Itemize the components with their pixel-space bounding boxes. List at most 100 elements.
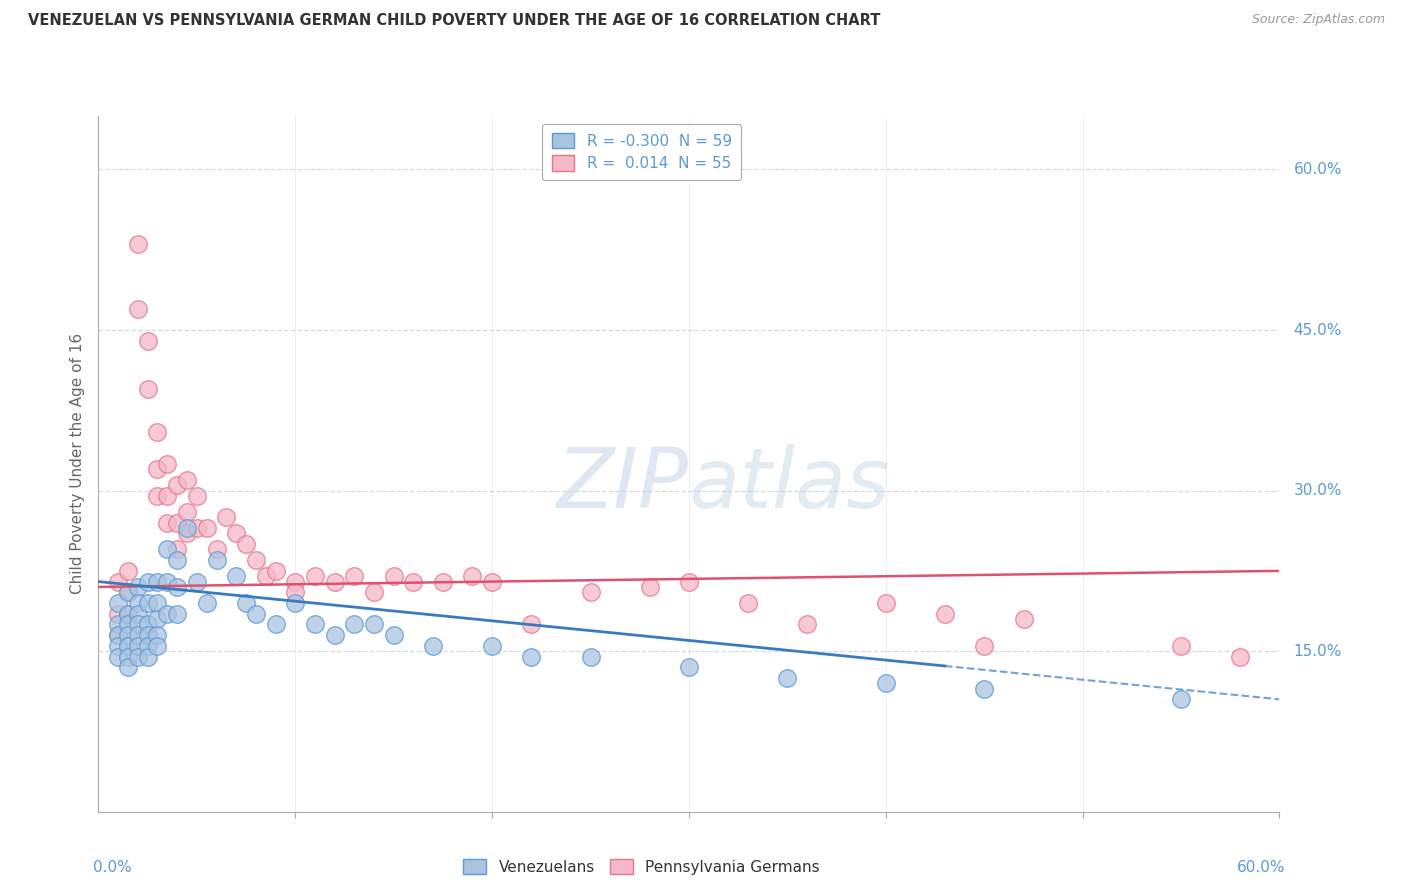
Point [225,569,247,583]
Point [323,628,346,642]
Point [284,596,307,610]
Point [796,617,818,632]
Text: Source: ZipAtlas.com: Source: ZipAtlas.com [1251,13,1385,27]
Point [579,585,602,599]
Point [117,628,139,642]
Point [205,542,228,557]
Point [481,639,503,653]
Point [461,569,484,583]
Point [422,639,444,653]
Point [117,660,139,674]
Point [678,574,700,589]
Point [136,334,159,348]
Point [481,574,503,589]
Point [146,462,169,476]
Point [146,612,169,626]
Point [520,617,543,632]
Point [166,553,188,567]
Point [107,628,129,642]
Point [973,639,995,653]
Point [195,521,218,535]
Point [678,660,700,674]
Point [176,473,198,487]
Point [176,505,198,519]
Point [264,617,287,632]
Point [235,596,257,610]
Point [146,574,169,589]
Point [284,574,307,589]
Point [323,574,346,589]
Point [432,574,454,589]
Point [107,628,129,642]
Point [136,649,159,664]
Point [195,596,218,610]
Point [245,607,267,621]
Point [127,237,149,252]
Point [254,569,277,583]
Point [1012,612,1035,626]
Text: 60.0%: 60.0% [1237,861,1285,875]
Text: VENEZUELAN VS PENNSYLVANIA GERMAN CHILD POVERTY UNDER THE AGE OF 16 CORRELATION : VENEZUELAN VS PENNSYLVANIA GERMAN CHILD … [28,13,880,29]
Point [166,607,188,621]
Point [156,574,179,589]
Point [382,569,405,583]
Legend: Venezuelans, Pennsylvania Germans: Venezuelans, Pennsylvania Germans [457,853,825,880]
Point [136,596,159,610]
Point [638,580,661,594]
Y-axis label: Child Poverty Under the Age of 16: Child Poverty Under the Age of 16 [69,334,84,594]
Point [235,537,257,551]
Point [117,607,139,621]
Point [264,564,287,578]
Point [363,617,385,632]
Point [1170,639,1192,653]
Point [166,516,188,530]
Point [156,542,179,557]
Point [934,607,956,621]
Point [117,607,139,621]
Point [146,639,169,653]
Point [136,574,159,589]
Point [875,596,897,610]
Point [136,639,159,653]
Point [117,617,139,632]
Point [166,542,188,557]
Point [146,596,169,610]
Point [363,585,385,599]
Point [1229,649,1251,664]
Point [176,526,198,541]
Text: 30.0%: 30.0% [1294,483,1343,498]
Point [107,596,129,610]
Point [117,585,139,599]
Point [343,617,366,632]
Text: ZIP: ZIP [557,444,689,525]
Point [127,301,149,316]
Point [284,585,307,599]
Point [146,628,169,642]
Text: 45.0%: 45.0% [1294,323,1341,337]
Point [127,649,149,664]
Point [117,639,139,653]
Text: 15.0%: 15.0% [1294,644,1341,658]
Point [186,489,208,503]
Point [156,457,179,471]
Point [136,628,159,642]
Point [136,617,159,632]
Point [776,671,799,685]
Point [186,521,208,535]
Point [166,580,188,594]
Point [117,649,139,664]
Point [146,489,169,503]
Point [245,553,267,567]
Point [107,649,129,664]
Point [215,510,238,524]
Point [117,585,139,599]
Point [1170,692,1192,706]
Point [127,580,149,594]
Point [304,569,326,583]
Point [402,574,425,589]
Point [127,639,149,653]
Point [156,516,179,530]
Point [205,553,228,567]
Point [156,489,179,503]
Point [117,564,139,578]
